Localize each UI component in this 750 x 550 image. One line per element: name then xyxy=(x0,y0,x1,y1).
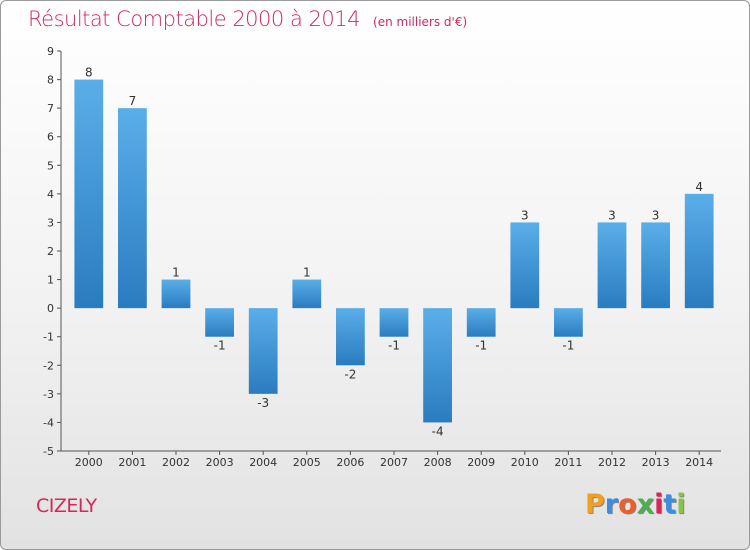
y-tick-label: -5 xyxy=(43,445,54,458)
chart-title: Résultat Comptable 2000 à 2014 xyxy=(28,7,360,31)
logo-letter: o xyxy=(618,489,637,520)
y-tick-label: 6 xyxy=(47,131,54,144)
x-tick-label: 2009 xyxy=(467,456,495,469)
logo-letter: x xyxy=(636,489,655,520)
x-tick-label: 2013 xyxy=(642,456,670,469)
data-label-2002: 1 xyxy=(172,266,180,280)
logo-letter: t xyxy=(663,489,677,520)
x-tick-label: 2002 xyxy=(162,456,190,469)
logo-letter: r xyxy=(604,489,619,520)
data-label-2014: 4 xyxy=(695,180,703,194)
bar-2009 xyxy=(466,308,496,337)
city-name: CIZELY xyxy=(36,495,97,517)
data-label-2012: 3 xyxy=(608,208,616,222)
bar-2004 xyxy=(248,308,278,394)
data-label-2011: -1 xyxy=(562,339,574,353)
y-tick-label: -3 xyxy=(43,388,54,401)
data-label-2008: -4 xyxy=(432,424,444,438)
x-tick-label: 2010 xyxy=(511,456,539,469)
y-tick-label: 9 xyxy=(47,45,54,58)
bar-2006 xyxy=(336,308,365,366)
y-tick-label: -2 xyxy=(43,359,54,372)
x-tick-label: 2001 xyxy=(118,456,146,469)
data-label-2006: -2 xyxy=(344,367,356,381)
data-label-2007: -1 xyxy=(388,339,400,353)
x-tick-label: 2005 xyxy=(293,456,321,469)
y-tick-label: 5 xyxy=(47,159,54,172)
y-tick-label: 1 xyxy=(47,274,54,287)
y-tick-label: 3 xyxy=(47,216,54,229)
bar-2005 xyxy=(292,279,322,309)
bar-2013 xyxy=(641,222,670,309)
bar-2000 xyxy=(74,79,104,309)
data-label-2005: 1 xyxy=(303,266,311,280)
data-label-2003: -1 xyxy=(214,339,226,353)
x-tick-label: 2008 xyxy=(424,456,452,469)
x-tick-label: 2004 xyxy=(249,456,277,469)
x-tick-label: 2003 xyxy=(206,456,234,469)
y-tick-label: 2 xyxy=(47,245,54,258)
bar-2010 xyxy=(510,222,540,309)
chart-subtitle: (en milliers d'€) xyxy=(373,15,468,29)
data-label-2001: 7 xyxy=(129,94,137,108)
logo-letter: i xyxy=(676,489,686,520)
data-label-2010: 3 xyxy=(521,208,529,222)
chart-title-block: Résultat Comptable 2000 à 2014 (en milli… xyxy=(28,7,467,31)
data-label-2009: -1 xyxy=(475,339,487,353)
data-label-2013: 3 xyxy=(652,208,660,222)
y-tick-label: -1 xyxy=(43,331,54,344)
bar-2007 xyxy=(379,308,409,337)
proxiti-logo[interactable]: Proxiti xyxy=(585,489,686,520)
data-label-2004: -3 xyxy=(257,396,269,410)
bar-2012 xyxy=(597,222,627,309)
y-tick-label: 7 xyxy=(47,102,54,115)
x-tick-label: 2000 xyxy=(75,456,103,469)
bar-2003 xyxy=(205,308,234,337)
x-tick-label: 2014 xyxy=(685,456,713,469)
x-tick-label: 2007 xyxy=(380,456,408,469)
y-tick-label: 8 xyxy=(47,74,54,87)
x-tick-label: 2012 xyxy=(598,456,626,469)
y-tick-label: -4 xyxy=(43,416,54,429)
x-tick-label: 2006 xyxy=(336,456,364,469)
x-tick-label: 2011 xyxy=(554,456,582,469)
bar-2011 xyxy=(554,308,583,337)
bar-2001 xyxy=(118,108,147,309)
data-label-2000: 8 xyxy=(85,66,93,80)
logo-letter: i xyxy=(654,489,664,520)
y-tick-label: 4 xyxy=(47,188,54,201)
bar-2014 xyxy=(684,193,714,309)
y-tick-label: 0 xyxy=(47,302,54,315)
bar-2002 xyxy=(161,279,191,309)
bar-2008 xyxy=(423,308,452,423)
logo-letter: P xyxy=(585,489,605,520)
